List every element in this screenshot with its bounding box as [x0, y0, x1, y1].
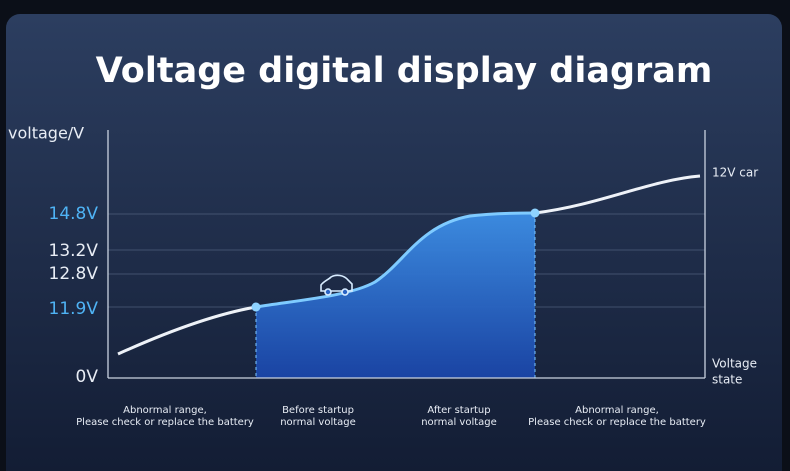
curve-low [117, 305, 257, 356]
region-label: After startup [427, 405, 490, 416]
region-label: Abnormal range, [123, 405, 207, 416]
tick-label: 13.2V [49, 241, 99, 261]
point [530, 208, 540, 218]
region-label: Abnormal range, [575, 405, 659, 416]
tick-label: 12.8V [49, 264, 99, 284]
region-label: normal voltage [421, 417, 497, 428]
right-label: Voltage [712, 357, 757, 371]
car-icon [320, 274, 353, 296]
right-label: state [712, 373, 742, 387]
right-label: 12V car [712, 166, 758, 180]
region-label: Before startup [282, 405, 354, 416]
tick-label: 0V [76, 367, 99, 387]
y-axis-label: voltage/V [8, 124, 84, 143]
region-label: Please check or replace the battery [76, 417, 254, 428]
curve-high [534, 174, 701, 215]
region-label: Please check or replace the battery [528, 417, 706, 428]
point [251, 302, 261, 312]
curve-normal [255, 211, 536, 309]
title: Voltage digital display diagram [96, 51, 713, 91]
tick-label: 11.9V [49, 299, 99, 319]
normal-area [256, 213, 535, 378]
tick-label: 14.8V [49, 204, 99, 224]
region-label: normal voltage [280, 417, 356, 428]
panel [6, 14, 782, 471]
